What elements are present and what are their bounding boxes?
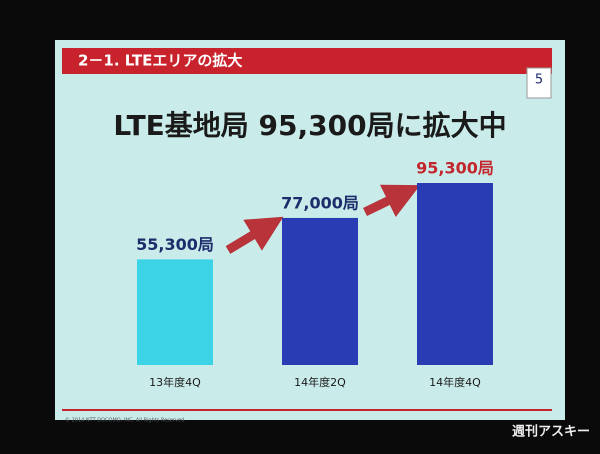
header-bar (62, 48, 552, 74)
arrow (363, 184, 421, 218)
page-number: 5 (535, 73, 543, 88)
value-label: 95,300局 (416, 159, 494, 178)
value-label: 55,300局 (136, 235, 214, 254)
watermark: 週刊アスキー (512, 425, 590, 440)
value-label: 77,000局 (281, 193, 359, 212)
page-box (526, 67, 552, 99)
x-tick-label: 13年度4Q (149, 375, 201, 389)
section-title: 2－1. LTEエリアの拡大 (78, 52, 242, 70)
copyright: © 2014 NTT DOCOMO, INC. All Rights Reser… (65, 417, 186, 424)
x-tick-label: 14年度4Q (429, 375, 481, 389)
bar (417, 183, 493, 365)
arrow (225, 216, 284, 254)
x-tick-label: 14年度2Q (294, 375, 346, 389)
chart-title: LTE基地局 95,300局に拡大中 (113, 109, 506, 142)
bar (282, 217, 358, 365)
bar (137, 259, 213, 365)
